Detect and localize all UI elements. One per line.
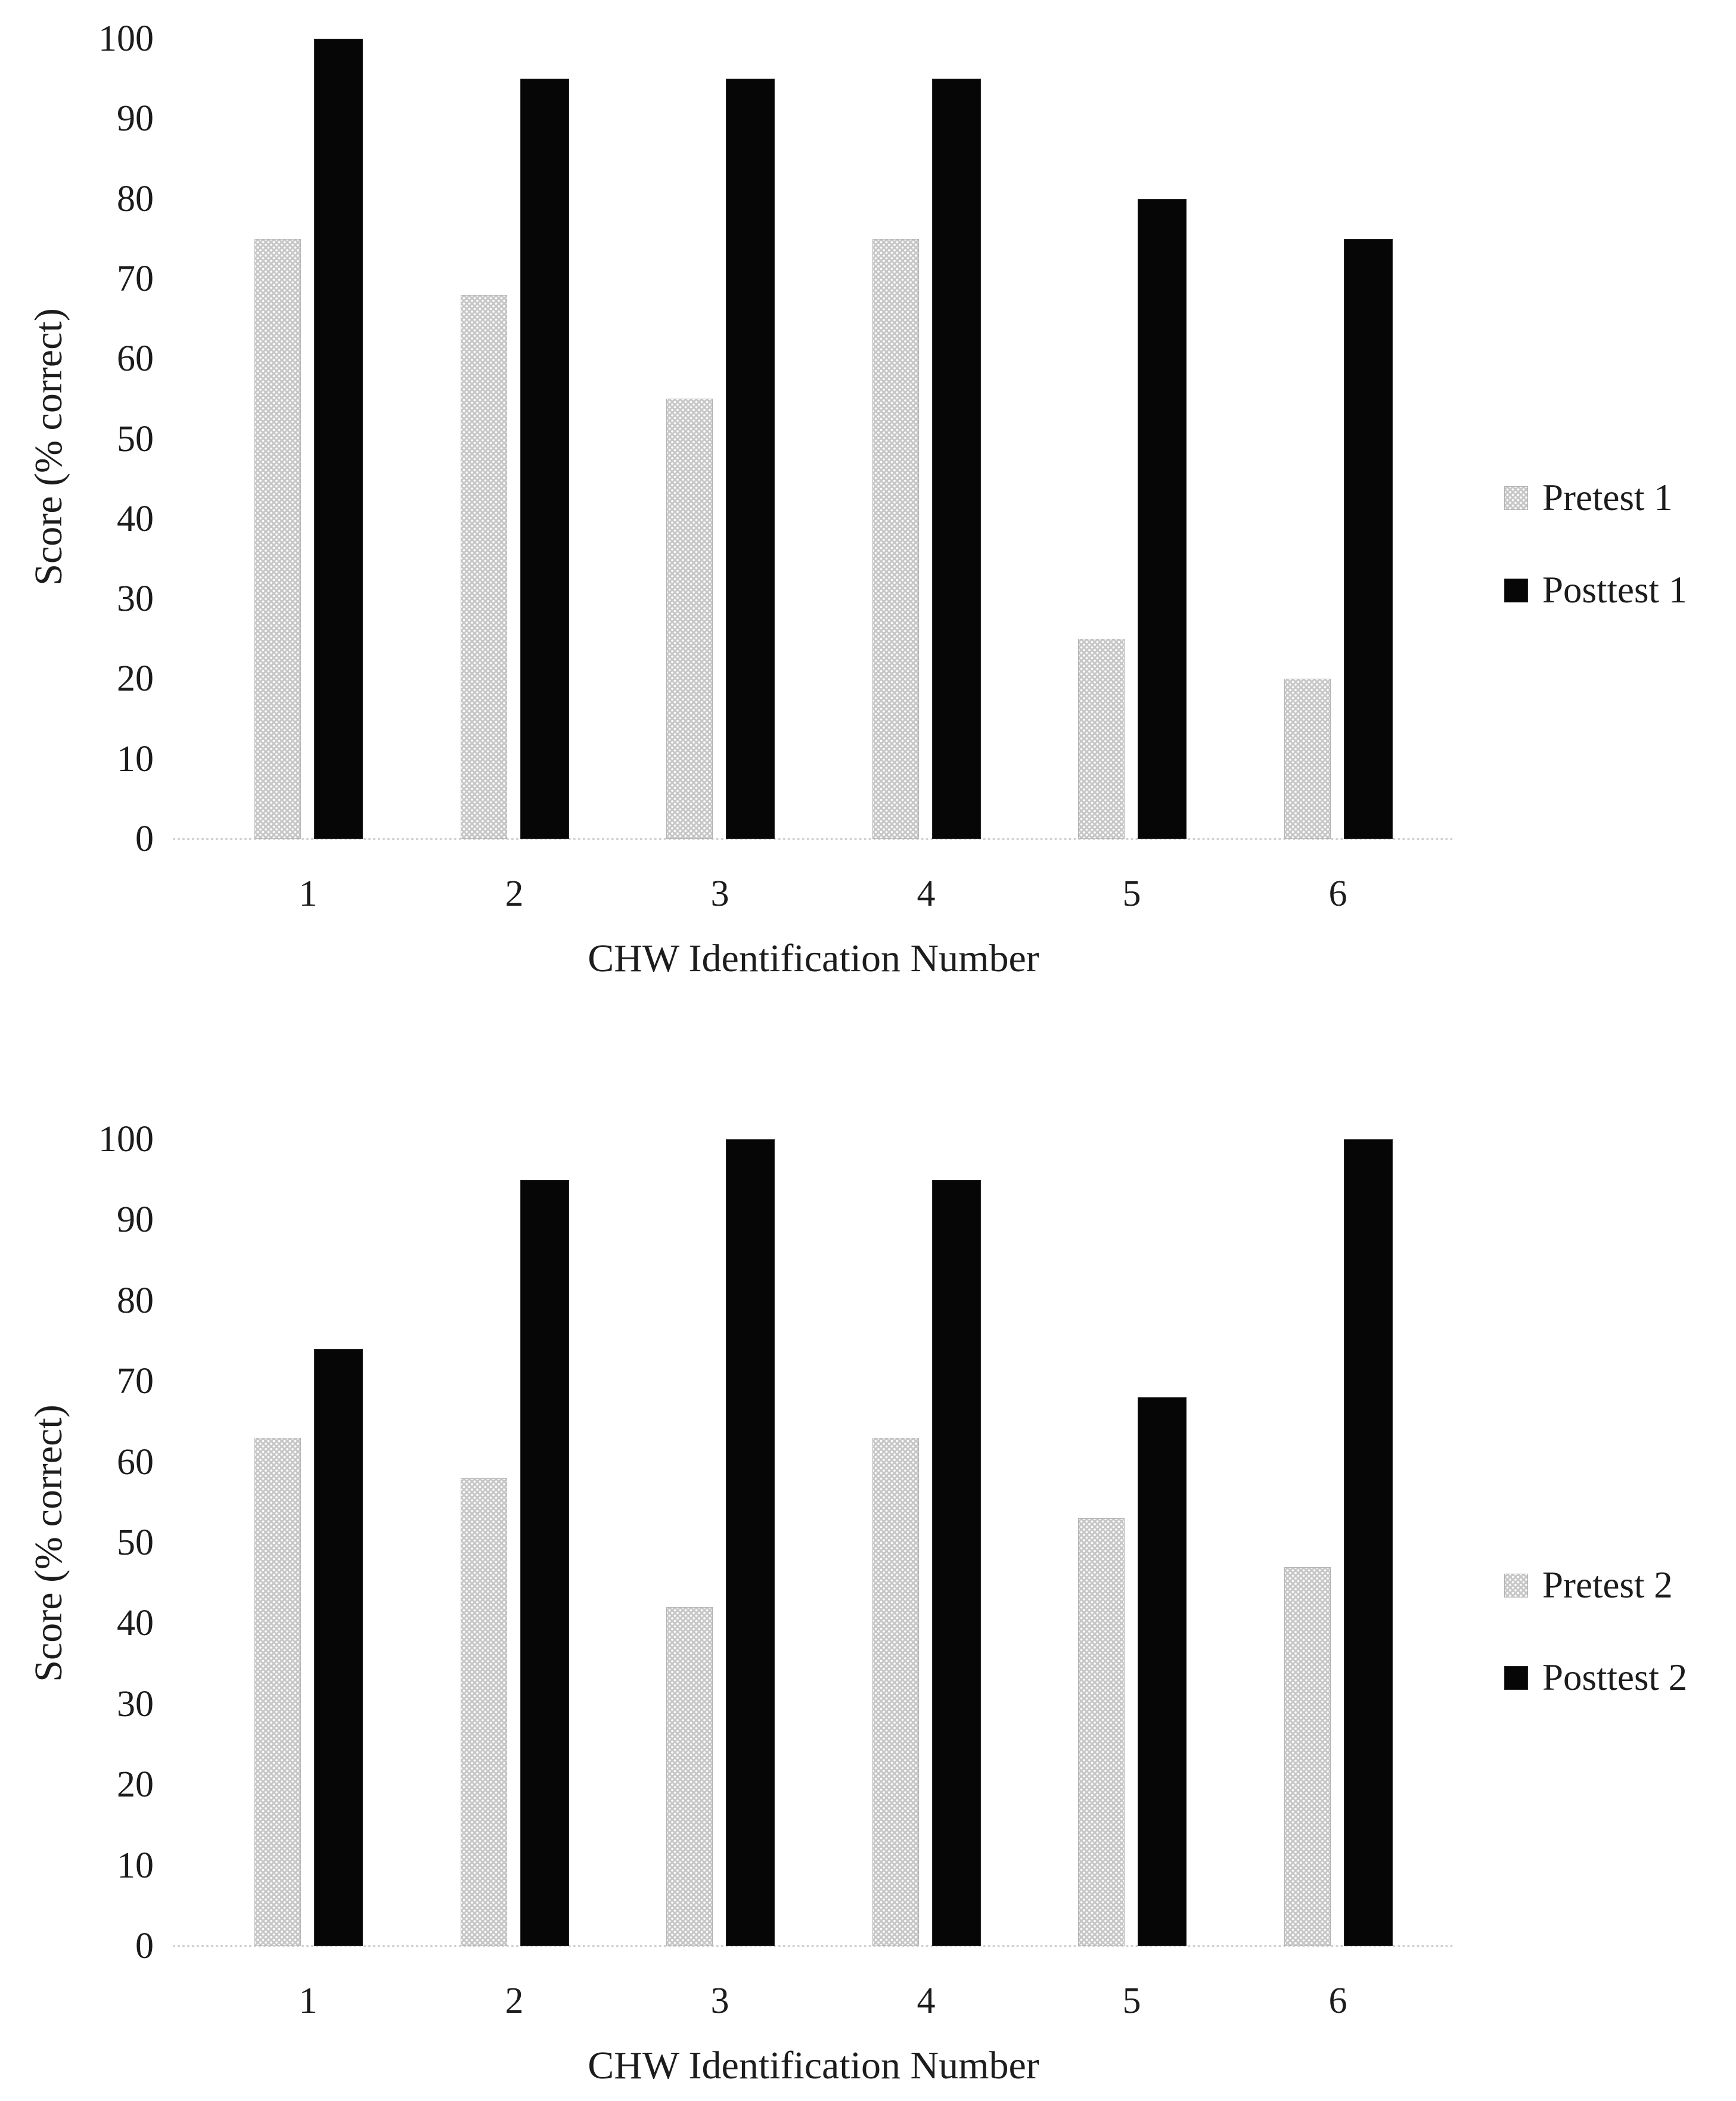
x-tick-label: 4 xyxy=(917,1981,936,2021)
y-tick-label: 0 xyxy=(135,1926,154,1966)
pretest-bar xyxy=(666,1607,713,1946)
pretest-bar xyxy=(461,1478,507,1946)
y-tick-label: 10 xyxy=(117,1845,154,1886)
y-tick-label: 60 xyxy=(117,338,154,380)
y-tick-label: 20 xyxy=(117,1764,154,1805)
legend-posttest-swatch xyxy=(1504,1666,1528,1690)
posttest-bar xyxy=(520,1180,569,1946)
y-tick-label: 50 xyxy=(117,1522,154,1563)
x-tick-label: 1 xyxy=(299,1981,318,2021)
y-tick-label: 60 xyxy=(117,1441,154,1482)
pretest-bar xyxy=(872,1438,919,1946)
pretest-bar xyxy=(666,399,713,839)
x-axis-title: CHW Identification Number xyxy=(588,937,1039,980)
pretest-bar xyxy=(461,295,507,839)
pretest-bar xyxy=(254,239,301,839)
legend-pretest-swatch xyxy=(1504,486,1528,510)
x-axis-title: CHW Identification Number xyxy=(588,2044,1039,2087)
y-tick-label: 100 xyxy=(98,1119,154,1160)
posttest-bar xyxy=(1344,1139,1393,1946)
x-tick-label: 1 xyxy=(299,874,318,914)
x-tick-label: 3 xyxy=(710,1981,729,2021)
y-tick-label: 90 xyxy=(117,98,154,139)
x-axis-baseline xyxy=(173,838,1454,840)
posttest-bar xyxy=(1344,239,1393,839)
y-tick-label: 50 xyxy=(117,418,154,459)
posttest-bar xyxy=(1138,199,1187,839)
posttest-bar xyxy=(932,1180,981,1946)
y-tick-label: 100 xyxy=(98,18,154,59)
x-tick-label: 5 xyxy=(1122,1981,1141,2021)
posttest-bar xyxy=(314,1349,363,1946)
y-tick-label: 70 xyxy=(117,258,154,299)
y-tick-label: 20 xyxy=(117,658,154,700)
x-tick-label: 5 xyxy=(1122,874,1141,914)
legend-posttest-swatch xyxy=(1504,579,1528,602)
x-tick-label: 6 xyxy=(1328,874,1347,914)
legend-pretest-swatch xyxy=(1504,1574,1528,1597)
y-tick-label: 80 xyxy=(117,178,154,219)
y-tick-label: 40 xyxy=(117,1603,154,1644)
chart-posttest-1: Score (% correct) 0 10 20 30 40 50 60 70 80 90 100 1… xyxy=(0,0,1736,1050)
legend-label-pretest: Pretest 1 xyxy=(1542,477,1673,518)
x-tick-label: 2 xyxy=(505,874,524,914)
legend-label-pretest: Pretest 2 xyxy=(1542,1564,1673,1606)
pretest-bar xyxy=(872,239,919,839)
x-tick-label: 3 xyxy=(710,874,729,914)
x-tick-label: 4 xyxy=(917,874,936,914)
legend-label-posttest: Posttest 2 xyxy=(1542,1656,1688,1698)
posttest-bar xyxy=(726,79,775,839)
pretest-bar xyxy=(1078,639,1125,839)
pretest-bar xyxy=(1078,1518,1125,1946)
posttest-bar xyxy=(726,1139,775,1946)
y-tick-label: 30 xyxy=(117,1683,154,1724)
posttest-bar xyxy=(1138,1397,1187,1946)
posttest-bar xyxy=(520,79,569,839)
posttest-bar xyxy=(932,79,981,839)
y-tick-label: 10 xyxy=(117,738,154,779)
y-tick-label: 0 xyxy=(135,819,154,859)
x-tick-label: 6 xyxy=(1328,1981,1347,2021)
y-tick-label: 80 xyxy=(117,1280,154,1321)
legend-label-posttest: Posttest 1 xyxy=(1542,569,1688,611)
y-tick-label: 30 xyxy=(117,579,154,620)
pretest-bar xyxy=(1284,679,1331,839)
posttest-bar xyxy=(314,39,363,839)
y-tick-label: 90 xyxy=(117,1199,154,1241)
y-tick-label: 40 xyxy=(117,498,154,539)
y-tick-label: 70 xyxy=(117,1361,154,1402)
x-tick-label: 2 xyxy=(505,1981,524,2021)
pretest-bar xyxy=(254,1438,301,1946)
pretest-bar xyxy=(1284,1567,1331,1946)
x-axis-baseline xyxy=(173,1945,1454,1947)
